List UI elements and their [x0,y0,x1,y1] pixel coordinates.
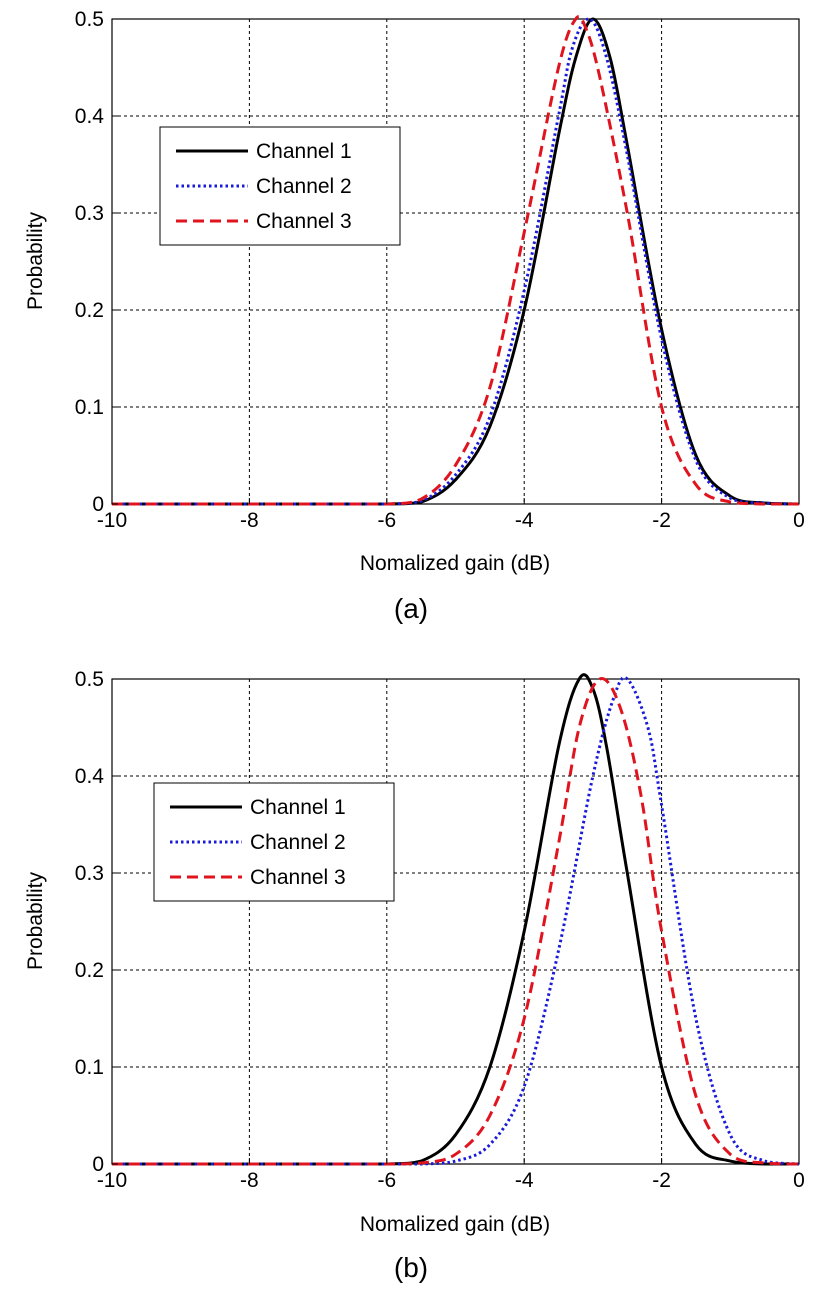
x-tick-label: -8 [240,1169,259,1192]
x-tick-label: -10 [97,1169,127,1192]
legend: Channel 1 Channel 2 Channel 3 [153,782,395,902]
x-tick-labels: -10 -8 -6 -4 -2 0 [97,498,805,532]
y-tick-label: 0.5 [75,8,104,31]
y-tick-label: 0.3 [75,202,104,225]
y-tick-label: 0.2 [75,299,104,322]
panel-caption: (a) [394,593,428,624]
legend-label: Channel 2 [250,831,346,854]
x-tick-label: -2 [652,1169,671,1192]
x-tick-label: 0 [793,1169,805,1192]
x-tick-label: -8 [240,509,259,532]
x-tick-label: -4 [515,1169,534,1192]
x-tick-label: -10 [97,509,127,532]
y-axis-label: Probability [24,871,47,970]
legend-label: Channel 3 [250,866,346,889]
y-tick-label: 0.4 [75,105,105,128]
x-tick-label: -6 [377,509,396,532]
series-layer [112,14,800,506]
x-tick-label: -4 [515,509,534,532]
x-tick-labels: -10 -8 -6 -4 -2 0 [97,1158,805,1192]
chart-panel-b: -10 -8 -6 -4 -2 0 0 0.1 0.2 0.3 0.4 0.5 Nomalized … [24,668,805,1283]
series-line-1 [112,17,800,506]
series-line-3 [111,677,800,1166]
plot-frame [111,678,800,1165]
x-tick-label: -2 [652,509,671,532]
y-axis-label: Probability [24,211,47,310]
y-tick-label: 0.3 [75,862,104,885]
y-tick-label: 0 [92,1153,104,1176]
series-line-1 [111,673,799,1166]
legend-label: Channel 3 [256,210,352,233]
legend-label: Channel 1 [256,140,352,163]
x-axis-label: Nomalized gain (dB) [360,552,550,575]
grid-lines [112,19,799,504]
legend-label: Channel 2 [256,175,352,198]
series-line-2 [112,17,800,506]
y-tick-label: 0.1 [75,1056,104,1079]
y-tick-label: 0 [92,493,104,516]
y-tick-label: 0.5 [75,668,104,691]
x-axis-label: Nomalized gain (dB) [360,1213,550,1236]
grid-lines [112,679,799,1164]
chart-panel-a: -10 -8 -6 -4 -2 0 0 0.1 0.2 0.3 0.4 0.5 Nomalized … [24,8,805,624]
series-line-3 [112,14,799,506]
legend: Channel 1 Channel 2 Channel 3 [159,126,401,246]
plot-frame [111,18,800,505]
y-tick-label: 0.2 [75,959,104,982]
series-layer [111,673,800,1166]
y-tick-label: 0.4 [75,765,105,788]
x-tick-label: -6 [377,1169,396,1192]
panel-caption: (b) [394,1252,428,1283]
legend-label: Channel 1 [250,796,346,819]
x-tick-label: 0 [793,509,805,532]
y-tick-labels: 0 0.1 0.2 0.3 0.4 0.5 [75,668,118,1176]
y-tick-labels: 0 0.1 0.2 0.3 0.4 0.5 [75,8,118,516]
y-tick-label: 0.1 [75,396,104,419]
